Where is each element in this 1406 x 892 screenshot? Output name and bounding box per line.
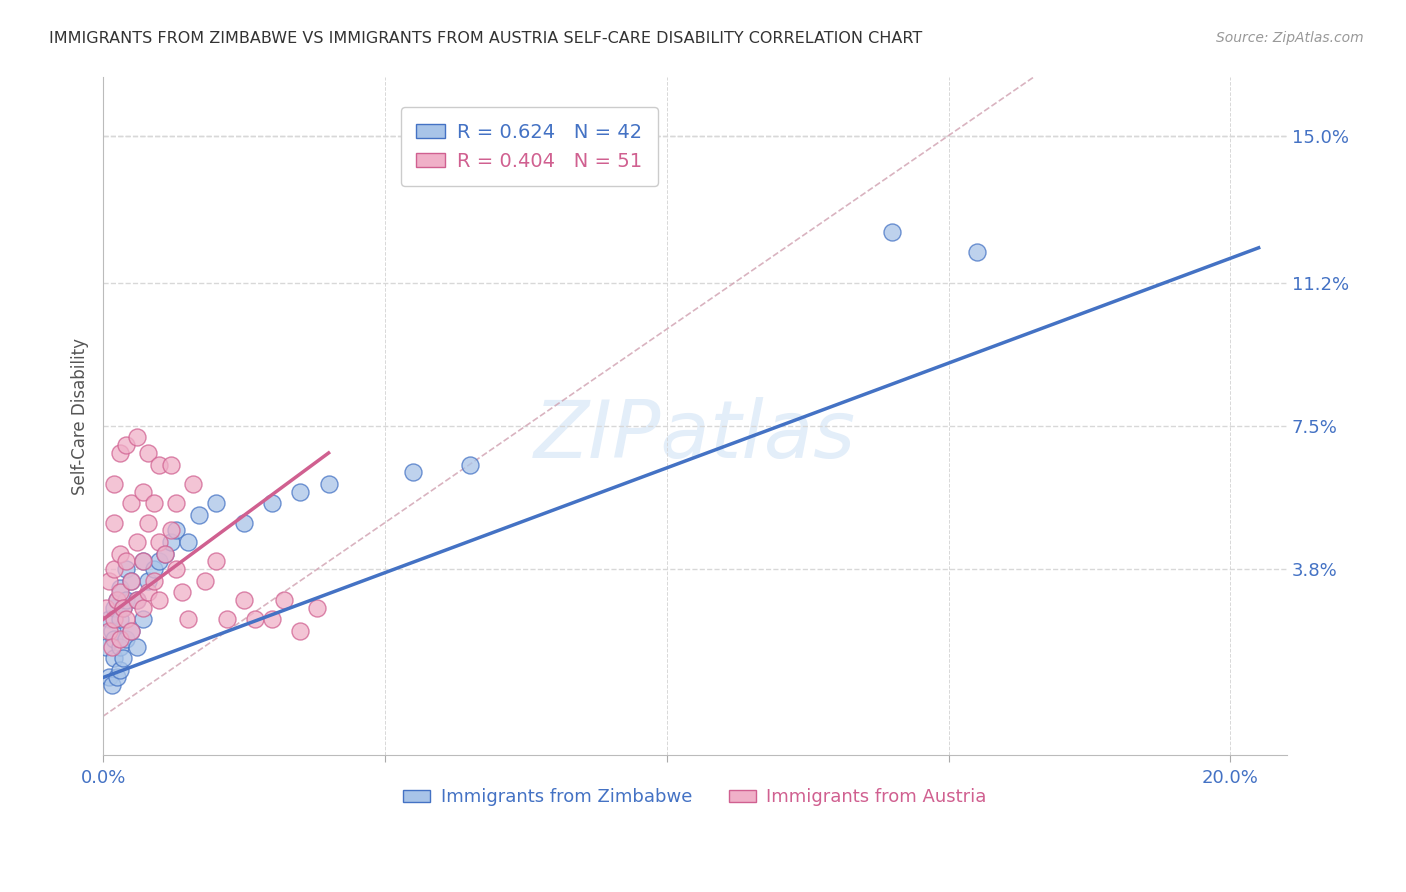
Point xyxy=(176,535,198,549)
Point xyxy=(165,496,187,510)
Point xyxy=(131,612,153,626)
Point xyxy=(120,624,142,638)
Point xyxy=(108,585,131,599)
Point xyxy=(148,554,170,568)
Point xyxy=(125,593,148,607)
Point xyxy=(108,547,131,561)
Point xyxy=(966,244,988,259)
Point xyxy=(105,671,128,685)
Point xyxy=(176,612,198,626)
Point xyxy=(262,612,284,626)
Point xyxy=(205,496,228,510)
Point xyxy=(111,600,134,615)
Point xyxy=(188,508,211,522)
Legend: Immigrants from Zimbabwe, Immigrants from Austria: Immigrants from Zimbabwe, Immigrants fro… xyxy=(396,781,994,814)
Point xyxy=(136,446,159,460)
Text: IMMIGRANTS FROM ZIMBABWE VS IMMIGRANTS FROM AUSTRIA SELF-CARE DISABILITY CORRELA: IMMIGRANTS FROM ZIMBABWE VS IMMIGRANTS F… xyxy=(49,31,922,46)
Point xyxy=(290,484,312,499)
Point xyxy=(108,446,131,460)
Point xyxy=(131,554,153,568)
Point xyxy=(108,582,131,596)
Point xyxy=(103,516,125,530)
Point xyxy=(125,593,148,607)
Point xyxy=(97,624,120,638)
Point xyxy=(97,574,120,588)
Point xyxy=(108,640,131,654)
Point xyxy=(114,612,136,626)
Point xyxy=(103,600,125,615)
Point xyxy=(94,640,117,654)
Point xyxy=(100,678,122,692)
Point xyxy=(153,547,176,561)
Point xyxy=(233,593,256,607)
Point xyxy=(120,574,142,588)
Point xyxy=(94,600,117,615)
Point xyxy=(136,574,159,588)
Point xyxy=(233,516,256,530)
Point xyxy=(458,458,481,472)
Y-axis label: Self-Care Disability: Self-Care Disability xyxy=(72,338,89,495)
Point xyxy=(159,524,181,538)
Point xyxy=(97,671,120,685)
Point xyxy=(136,516,159,530)
Text: ZIPatlas: ZIPatlas xyxy=(534,398,856,475)
Point xyxy=(402,465,425,479)
Point xyxy=(114,593,136,607)
Point xyxy=(318,477,340,491)
Point xyxy=(205,554,228,568)
Point xyxy=(148,593,170,607)
Point xyxy=(125,640,148,654)
Point xyxy=(111,600,134,615)
Text: Source: ZipAtlas.com: Source: ZipAtlas.com xyxy=(1216,31,1364,45)
Point xyxy=(148,458,170,472)
Point xyxy=(120,574,142,588)
Point xyxy=(142,496,165,510)
Point xyxy=(108,663,131,677)
Point xyxy=(103,562,125,576)
Point xyxy=(103,632,125,646)
Point xyxy=(290,624,312,638)
Point xyxy=(136,585,159,599)
Point xyxy=(103,477,125,491)
Point xyxy=(108,612,131,626)
Point xyxy=(111,651,134,665)
Point xyxy=(181,477,204,491)
Point xyxy=(245,612,267,626)
Point xyxy=(100,624,122,638)
Point xyxy=(114,562,136,576)
Point xyxy=(165,562,187,576)
Point xyxy=(142,562,165,576)
Point xyxy=(262,496,284,510)
Point xyxy=(170,585,193,599)
Point xyxy=(153,547,176,561)
Point xyxy=(97,612,120,626)
Point xyxy=(148,535,170,549)
Point xyxy=(882,225,904,239)
Point xyxy=(105,593,128,607)
Point xyxy=(108,632,131,646)
Point xyxy=(131,484,153,499)
Point xyxy=(131,600,153,615)
Point xyxy=(194,574,217,588)
Point xyxy=(159,535,181,549)
Point xyxy=(273,593,295,607)
Point xyxy=(165,524,187,538)
Point xyxy=(103,651,125,665)
Point xyxy=(125,430,148,444)
Point xyxy=(103,612,125,626)
Point xyxy=(114,438,136,452)
Point xyxy=(142,574,165,588)
Point xyxy=(100,640,122,654)
Point xyxy=(114,554,136,568)
Point xyxy=(159,458,181,472)
Point xyxy=(120,624,142,638)
Point xyxy=(131,554,153,568)
Point xyxy=(125,535,148,549)
Point xyxy=(217,612,239,626)
Point xyxy=(114,632,136,646)
Point xyxy=(105,593,128,607)
Point xyxy=(120,496,142,510)
Point xyxy=(307,600,329,615)
